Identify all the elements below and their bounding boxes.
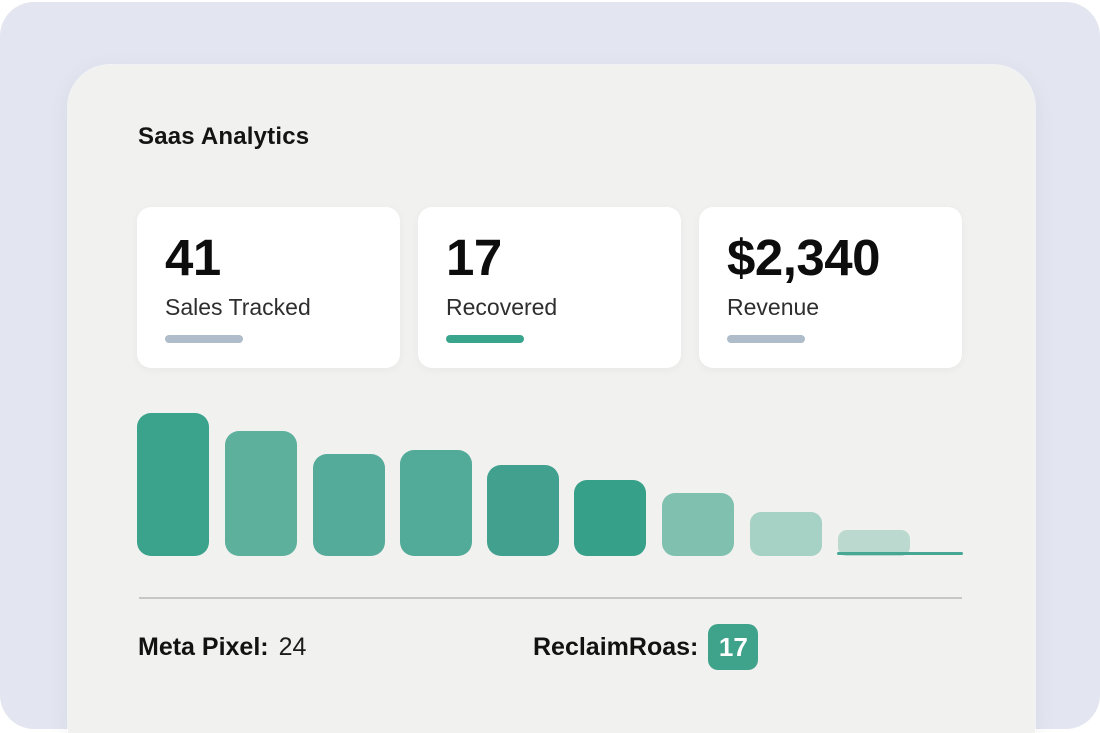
chart-bar [137,413,209,556]
stat-value: $2,340 [727,229,881,286]
stat-label: Recovered [446,293,558,320]
stat-accent-pill [727,334,805,343]
stat-label: Revenue [727,293,820,320]
stat-card-recovered: 17 Recovered [418,207,681,368]
stat-card-revenue: $2,340 Revenue [699,207,962,368]
stats-row: 41 Sales Tracked 17 Recovered $2,340 Rev… [137,207,963,368]
bar-chart [137,413,963,556]
stat-accent-pill [446,334,524,343]
stat-value: 17 [446,229,502,286]
stat-accent-pill [165,334,243,343]
chart-bar [313,454,385,556]
meta-pixel-value: 24 [278,632,307,661]
reclaimroas-label: ReclaimRoas: [533,632,699,661]
chart-bar [750,512,822,556]
chart-bar [400,450,472,556]
stat-label: Sales Tracked [165,293,311,320]
page-title: Saas Analytics [138,123,310,150]
reclaimroas-stat: ReclaimRoas: 17 [533,623,759,671]
reclaimroas-badge: 17 [708,624,759,670]
meta-pixel-label: Meta Pixel: [138,632,269,661]
stat-card-sales-tracked: 41 Sales Tracked [137,207,400,368]
chart-bar [662,493,734,556]
chart-bar [225,431,297,556]
chart-bar [574,480,646,556]
meta-pixel-stat: Meta Pixel: 24 [138,623,306,671]
divider-line [139,597,962,599]
chart-bar [838,530,910,556]
analytics-card: Saas Analytics 41 Sales Tracked 17 Recov… [68,65,1035,733]
chart-baseline [837,552,963,555]
stat-value: 41 [165,229,221,286]
chart-bar [487,465,559,556]
